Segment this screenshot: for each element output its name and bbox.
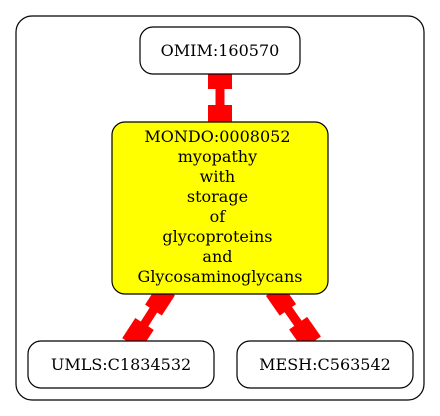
node-mondo-name-line: of	[210, 207, 227, 226]
node-mondo-name-line: with	[200, 167, 236, 186]
node-mondo-name-line: storage	[187, 187, 248, 206]
node-mondo-name-line: Glycosaminoglycans	[138, 267, 303, 286]
node-umls-label: UMLS:C1834532	[51, 355, 191, 374]
node-umls[interactable]: UMLS:C1834532	[27, 340, 215, 389]
node-mondo[interactable]: MONDO:0008052 myopathy with storage of g…	[111, 121, 329, 295]
node-mondo-name-line: and	[202, 247, 232, 266]
node-mesh[interactable]: MESH:C563542	[236, 340, 414, 389]
cluster-frame	[15, 15, 425, 401]
node-omim[interactable]: OMIM:160570	[139, 26, 301, 75]
node-mondo-name-line: glycoproteins	[162, 227, 272, 246]
node-mesh-label: MESH:C563542	[259, 355, 391, 374]
node-mondo-text: MONDO:0008052 myopathy with storage of g…	[138, 127, 303, 286]
node-mondo-name-line: myopathy	[178, 147, 257, 166]
node-mondo-id-line: MONDO:0008052	[144, 127, 290, 146]
node-omim-label: OMIM:160570	[161, 41, 280, 60]
edge-omim-mondo	[208, 69, 232, 127]
